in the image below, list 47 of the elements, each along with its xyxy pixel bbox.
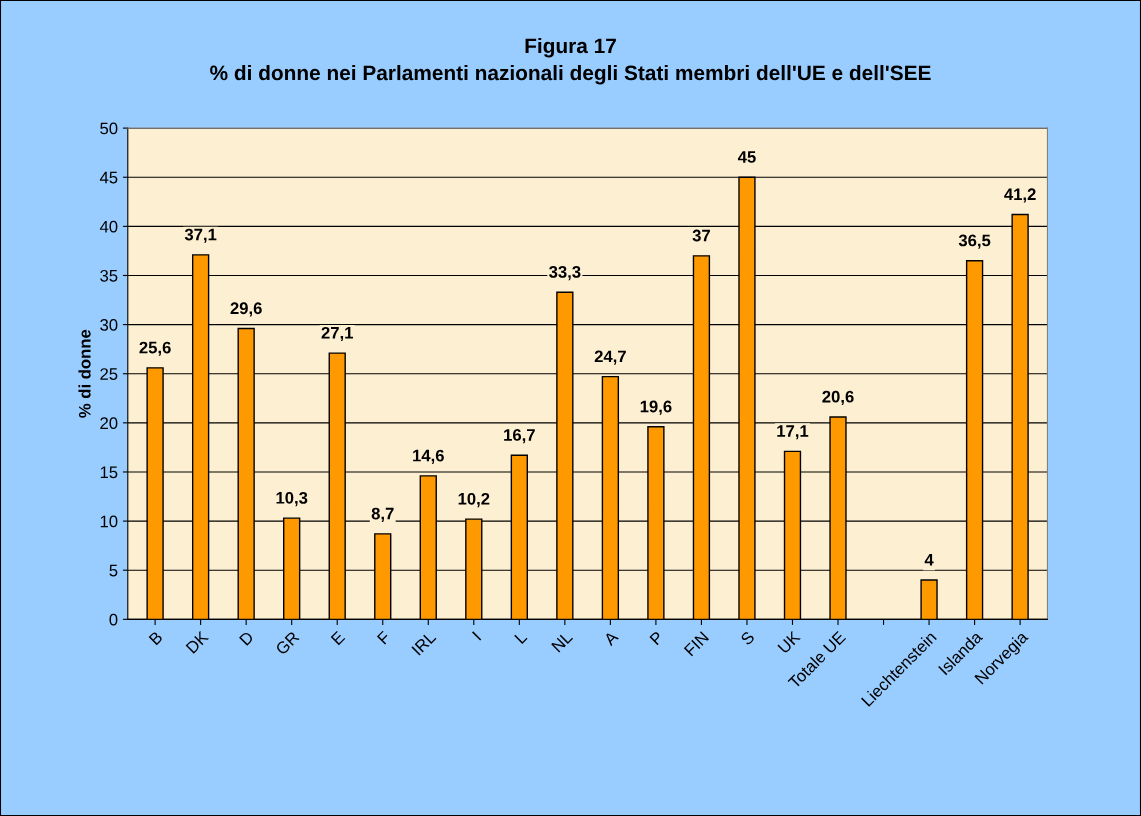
data-label: 16,7 <box>504 429 535 444</box>
data-label: 37 <box>692 229 710 242</box>
y-tick-label: 25 <box>100 368 118 380</box>
x-tick-label: IRL <box>411 630 437 656</box>
x-tick-label: F <box>376 630 391 645</box>
data-label: 29,6 <box>230 302 262 317</box>
data-label: 45 <box>737 151 756 163</box>
data-label: 27,1 <box>321 326 353 342</box>
y-tick-label: 35 <box>100 269 118 282</box>
x-tick-label: A <box>602 630 619 647</box>
data-label: 10,2 <box>458 492 490 508</box>
data-label: 8,7 <box>371 507 394 522</box>
x-tick-label: I <box>472 631 482 641</box>
data-label: 33,3 <box>549 265 581 281</box>
data-label: 17,1 <box>777 425 809 440</box>
data-label: 4 <box>924 554 934 566</box>
data-label: 24,7 <box>594 350 626 365</box>
y-tick-label: 0 <box>109 613 118 626</box>
x-tick-label: L <box>514 630 528 644</box>
data-label: 14,6 <box>413 449 444 464</box>
data-label: 20,6 <box>822 390 854 405</box>
data-label: 19,6 <box>640 400 672 415</box>
y-tick-label: 30 <box>100 319 118 331</box>
y-tick-label: 45 <box>99 171 118 184</box>
x-tick-label: P <box>649 630 664 646</box>
x-tick-label: GR <box>274 630 300 656</box>
x-tick-label: B <box>148 630 164 646</box>
x-tick-label: S <box>739 630 756 646</box>
data-label: 41,2 <box>1004 188 1036 203</box>
x-tick-label: D <box>239 630 255 646</box>
data-label: 25,6 <box>139 341 171 356</box>
y-tick-label: 50 <box>100 122 118 135</box>
y-tick-label: 10 <box>100 515 118 528</box>
x-tick-label: E <box>330 630 346 646</box>
chart-title: Figura 17 % di donne nei Parlamenti nazionali degli Stati membri dell'UE e dell'SEE <box>210 37 931 85</box>
x-tick-label: NL <box>551 630 573 653</box>
y-tick-label: 20 <box>100 417 118 430</box>
x-tick-label: UK <box>777 630 802 654</box>
x-tick-label: DK <box>185 630 210 654</box>
y-tick-label: 40 <box>99 220 118 233</box>
y-tick-label: 5 <box>109 564 118 577</box>
y-axis-title: % di donne <box>78 329 91 418</box>
data-label: 10,3 <box>276 491 308 507</box>
data-label: 37,1 <box>184 228 217 243</box>
y-tick-label: 15 <box>100 466 118 479</box>
data-label: 36,5 <box>958 234 991 249</box>
x-tick-label: FIN <box>683 631 710 657</box>
